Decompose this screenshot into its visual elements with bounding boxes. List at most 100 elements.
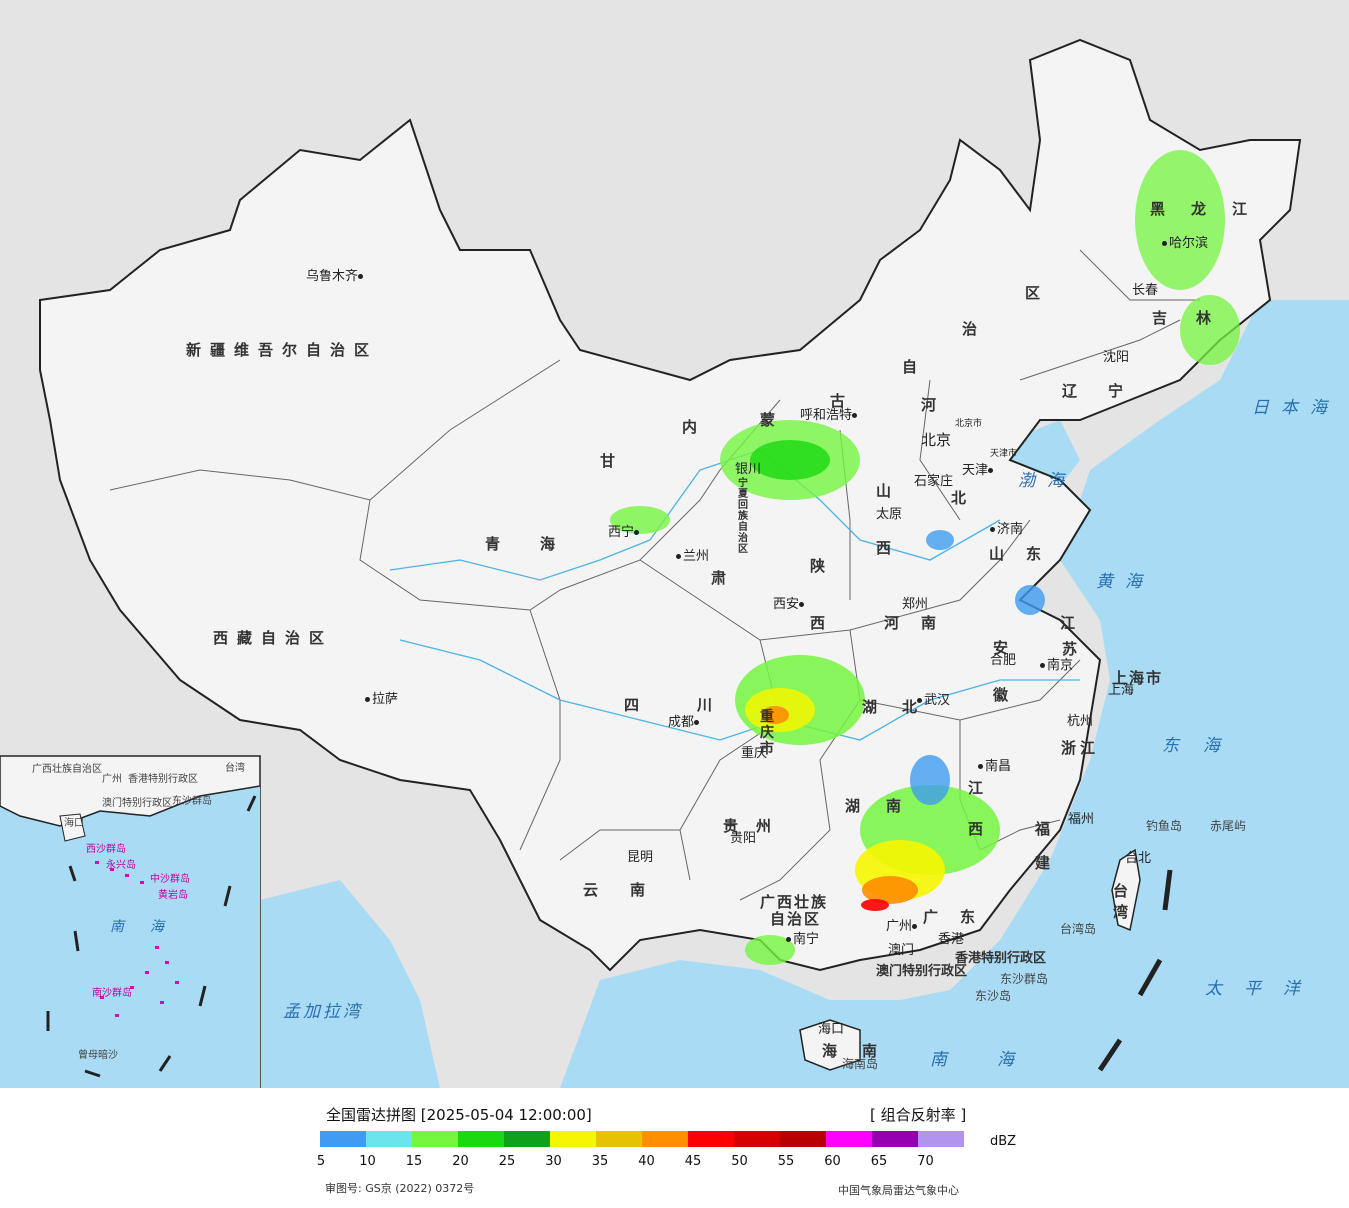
island-hainan: 海南岛 — [842, 1057, 879, 1071]
sea-yellow: 黄海 — [1096, 572, 1154, 592]
prov-jiangsu2: 苏 — [1062, 640, 1087, 658]
legend-unit: dBZ — [990, 1134, 1017, 1149]
city-kunming: 昆明 — [627, 850, 654, 865]
city-fuzhou: 福州 — [1068, 812, 1095, 827]
legend-tick: 60 — [824, 1154, 841, 1169]
prov-hk-sar: 香港特别行政区 — [955, 951, 1047, 966]
city-guiyang: 贵阳 — [730, 831, 757, 846]
prov-guangxi1: 广西壮族 — [760, 893, 829, 911]
prov-xinjiang: 新疆维吾尔自治区 — [186, 341, 379, 359]
prov-hubei2: 北 — [902, 698, 927, 716]
legend-tick: 5 — [316, 1154, 326, 1169]
legend-product: [ 组合反射率 ] — [870, 1106, 967, 1124]
prov-chongqing-city: 重庆市 — [760, 709, 774, 757]
inset-label-huangyan: 黄岩岛 — [158, 890, 188, 901]
city-xian: 西安 — [773, 598, 806, 612]
prov-fujian2: 建 — [1035, 854, 1060, 872]
legend-tick: 40 — [638, 1154, 655, 1169]
prov-shanghai-city: 上海市 — [1112, 669, 1164, 687]
legend-tick: 65 — [870, 1154, 888, 1169]
inset-canvas — [0, 756, 260, 1078]
prov-qinghai: 青海 — [485, 535, 596, 553]
legend-tick: 15 — [405, 1154, 423, 1169]
taiwan-island — [1111, 848, 1141, 932]
prov-macau-sar: 澳门特别行政区 — [876, 964, 968, 979]
island-diaoyu: 钓鱼岛 — [1146, 819, 1183, 833]
prov-hainan2: 南 — [862, 1042, 887, 1060]
sea-east — [860, 300, 1349, 1088]
south-china-sea-inset: 广西壮族自治区 广州 香港特别行政区 澳门特别行政区 东沙群岛 海口 西沙群岛 … — [0, 755, 261, 1088]
inset-label-yongxing: 永兴岛 — [106, 860, 136, 871]
prov-jilin2: 林 — [1196, 309, 1221, 327]
prov-guangdong: 广东 — [923, 908, 998, 926]
inset-label-macau: 澳门特别行政区 — [102, 798, 172, 809]
prov-shanxi1: 山 — [876, 482, 901, 500]
city-hongkong: 香港 — [938, 932, 965, 947]
city-xining: 西宁 — [608, 526, 641, 540]
island-chiwei: 赤尾屿 — [1210, 819, 1247, 833]
city-jinan: 济南 — [990, 523, 1023, 537]
map-canvas — [39, 38, 1349, 1088]
legend-swatch — [366, 1131, 412, 1147]
sea-bengal — [260, 880, 440, 1088]
inset-label-haikou: 海口 — [64, 818, 84, 829]
prov-hubei1: 湖 — [862, 698, 887, 716]
prov-anhui2: 徽 — [993, 686, 1018, 704]
prov-guangxi2: 自治区 — [770, 910, 822, 928]
prov-neimenggu2: 蒙 — [760, 411, 785, 429]
city-tianjin: 天津 — [962, 464, 995, 478]
city-nanning: 南宁 — [786, 933, 819, 947]
inset-label-dongsha: 东沙群岛 — [172, 796, 212, 807]
inset-sea-hai: 海 — [150, 919, 176, 935]
city-hangzhou: 杭州 — [1067, 714, 1094, 729]
legend-tick: 55 — [777, 1154, 795, 1169]
legend-source: 中国气象局雷达气象中心 — [838, 1184, 959, 1197]
legend-title: 全国雷达拼图 [2025-05-04 12:00:00] — [326, 1106, 592, 1124]
legend-swatch — [458, 1131, 504, 1147]
city-hohhot: 呼和浩特 — [800, 409, 859, 423]
legend-swatch — [642, 1131, 688, 1147]
prov-hunan: 湖南 — [845, 797, 928, 815]
prov-neimenggu5: 治 — [962, 320, 987, 338]
legend-tick: 10 — [359, 1154, 376, 1169]
sea-bohai-label: 渤海 — [1018, 471, 1076, 491]
prov-hainan1: 海 — [822, 1042, 847, 1060]
prov-heilongjiang: 黑龙江 — [1150, 200, 1274, 218]
prov-hebei1: 河 — [921, 396, 946, 414]
city-beijing: 北京 — [921, 431, 952, 449]
prov-shandong: 山东 — [989, 545, 1064, 563]
prov-neimenggu3: 古 — [830, 392, 855, 410]
prov-gansu: 甘 — [600, 452, 625, 470]
radar-map: 乌鲁木齐 拉萨 西宁 兰州 银川 呼和浩特 北京 北京市 天津 天津市 石家庄 … — [0, 0, 1349, 1088]
sea-japan: 日本海 — [1252, 398, 1339, 418]
inset-label-zengmu: 曾母暗沙 — [78, 1050, 118, 1061]
city-lhasa: 拉萨 — [365, 693, 398, 707]
legend-tick: 20 — [452, 1154, 469, 1169]
prov-tibet: 西藏自治区 — [213, 629, 334, 647]
inset-label-zhongsha: 中沙群岛 — [150, 874, 190, 885]
city-tianjin-city: 天津市 — [990, 449, 1018, 459]
city-taipei: 台北 — [1125, 851, 1152, 866]
prov-gansu2: 肃 — [711, 569, 736, 587]
legend-approval: 审图号: GS京 (2022) 0372号 — [325, 1182, 475, 1195]
legend-swatch — [918, 1131, 964, 1147]
prov-jilin1: 吉 — [1152, 309, 1177, 327]
city-nanchang: 南昌 — [978, 760, 1011, 774]
island-dongsha-qd: 东沙群岛 — [1000, 972, 1049, 986]
prov-shaanxi2: 西 — [810, 614, 835, 632]
prov-liaoning1: 辽 — [1062, 382, 1087, 400]
prov-neimenggu6: 区 — [1025, 284, 1050, 302]
city-shanghai: 上海 — [1108, 683, 1135, 698]
legend-swatch — [734, 1131, 780, 1147]
prov-shaanxi1: 陕 — [810, 557, 835, 575]
legend-tick: 45 — [684, 1154, 702, 1169]
prov-sichuan1: 四 — [624, 696, 649, 714]
inset-label-guangxi: 广西壮族自治区 — [32, 764, 102, 775]
rivers — [389, 449, 1080, 741]
prov-hebei2: 北 — [951, 489, 976, 507]
legend-swatch — [412, 1131, 458, 1147]
prov-sichuan2: 川 — [697, 696, 722, 714]
city-taiyuan: 太原 — [876, 507, 903, 522]
hainan-island — [799, 1019, 861, 1071]
inset-label-taiwan: 台湾 — [225, 763, 245, 774]
